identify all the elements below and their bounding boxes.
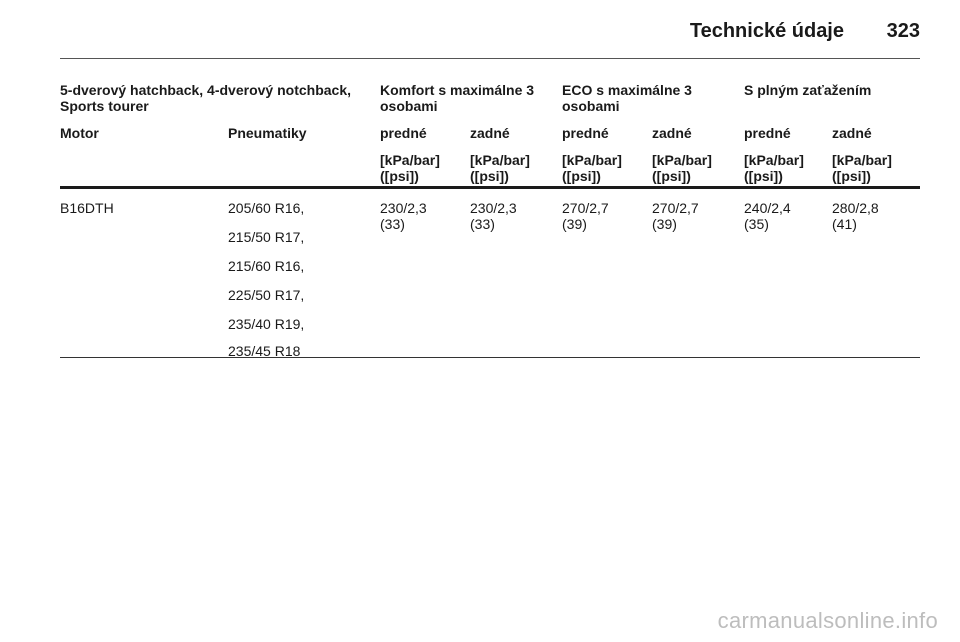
pressure-value: 240/2,4 (35) — [744, 200, 791, 232]
tire-size: 235/40 R19, — [228, 316, 305, 332]
column-header-front: predné — [562, 125, 609, 141]
page-header: Technické údaje 323 — [60, 18, 920, 48]
table-bottom-divider — [60, 357, 920, 358]
column-header-front: predné — [744, 125, 791, 141]
table-header-divider — [60, 186, 920, 189]
pressure-value: 230/2,3 (33) — [470, 200, 517, 232]
tire-size: 235/45 R18 — [228, 343, 301, 359]
unit-label: [kPa/bar] ([psi]) — [652, 152, 712, 184]
column-header-motor: Motor — [60, 125, 99, 141]
pressure-value: 280/2,8 (41) — [832, 200, 879, 232]
page-number: 323 — [886, 20, 920, 42]
group-header-body-types: 5-dverový hatchback, 4-dverový notchback… — [60, 82, 351, 114]
column-header-front: predné — [380, 125, 427, 141]
tire-size: 205/60 R16, — [228, 200, 305, 216]
header-divider — [60, 58, 920, 59]
column-header-rear: zadné — [652, 125, 692, 141]
unit-label: [kPa/bar] ([psi]) — [744, 152, 804, 184]
unit-label: [kPa/bar] ([psi]) — [562, 152, 622, 184]
watermark: carmanualsonline.info — [717, 608, 938, 633]
tire-size: 215/60 R16, — [228, 258, 305, 274]
column-header-rear: zadné — [470, 125, 510, 141]
pressure-value: 270/2,7 (39) — [562, 200, 609, 232]
unit-label: [kPa/bar] ([psi]) — [470, 152, 530, 184]
unit-label: [kPa/bar] ([psi]) — [832, 152, 892, 184]
tire-size: 225/50 R17, — [228, 287, 305, 303]
unit-label: [kPa/bar] ([psi]) — [380, 152, 440, 184]
group-header-eco: ECO s maximálne 3 osobami — [562, 82, 692, 114]
group-header-comfort: Komfort s maximálne 3 osobami — [380, 82, 535, 114]
group-header-full-load: S plným zaťažením — [744, 82, 872, 98]
column-header-tires: Pneumatiky — [228, 125, 307, 141]
pressure-value: 230/2,3 (33) — [380, 200, 427, 232]
engine-cell: B16DTH — [60, 200, 114, 216]
section-title: Technické údaje — [689, 20, 844, 42]
tire-size: 215/50 R17, — [228, 229, 305, 245]
pressure-value: 270/2,7 (39) — [652, 200, 699, 232]
column-header-rear: zadné — [832, 125, 872, 141]
